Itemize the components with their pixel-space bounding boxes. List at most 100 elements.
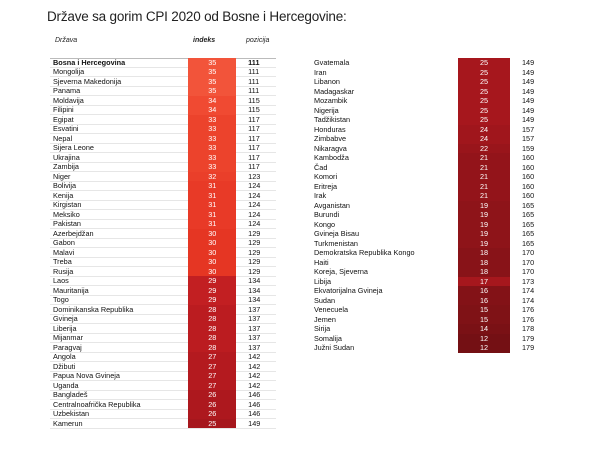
index-value-cell: 31 [188,181,237,191]
country-name: Južni Sudan [314,343,355,352]
rank-value: 160 [522,153,535,162]
country-name: Honduras [314,124,346,134]
country-name: Eritreja [314,181,338,191]
table-row: Paragvaj 28 137 [50,342,276,353]
index-value-cell: 18 [458,257,510,267]
rank-value: 174 [522,295,535,305]
rank-value: 129 [248,228,261,238]
table-row: Mijanmar 28 137 [50,333,276,343]
rank-value: 111 [248,67,260,76]
index-value-cell: 28 [188,304,237,314]
table-row: Jemen 15 176 [311,314,550,324]
table-row: Kenija 31 124 [50,190,276,201]
index-value-cell: 18 [458,248,510,258]
rank-value: 123 [248,171,261,181]
country-name: Malavi [53,247,75,257]
country-name: Demokratska Republika Kongo [314,248,415,257]
table-row: Malavi 30 129 [50,247,276,258]
country-name: Sirija [314,324,331,333]
rank-value: 142 [248,380,261,390]
index-value-cell: 18 [458,267,510,277]
rank-value: 142 [248,371,261,380]
index-value-cell: 27 [188,371,237,381]
index-value-cell: 29 [188,276,237,286]
country-name: Kamerun [53,418,83,428]
country-name: Madagaskar [314,86,355,96]
country-name: Kirgistan [53,200,82,209]
table-row: Haiti 18 170 [311,257,550,267]
country-name: Haiti [314,257,329,267]
table-row: Koreja, Sjeverna 18 170 [311,267,550,277]
table-row: Azerbejdžan 30 129 [50,228,276,239]
page-title: Države sa gorim CPI 2020 od Bosne i Herc… [47,9,347,24]
index-value-cell: 19 [458,229,510,239]
index-value-cell: 25 [458,96,510,106]
index-value-cell: 27 [188,361,237,371]
rank-value: 160 [522,191,535,200]
index-value-cell: 33 [188,152,237,162]
table-row: Laos 29 134 [50,276,276,286]
table-row: Liberija 28 137 [50,323,276,334]
country-name: Liberija [53,323,77,333]
rank-value: 179 [522,343,535,352]
rank-value: 129 [248,238,261,247]
index-value-cell: 35 [188,67,237,77]
country-name: Uzbekistan [53,409,90,418]
rank-value: 117 [248,114,260,124]
rank-value: 117 [248,152,260,162]
country-name: Dominikanska Republika [53,304,134,314]
rank-value: 165 [522,200,535,210]
country-name: Koreja, Sjeverna [314,267,368,276]
rank-value: 117 [248,143,260,152]
rank-value: 142 [248,361,261,371]
index-value-cell: 25 [458,58,510,68]
country-name: Paragvaj [53,342,82,352]
table-row: Somalija 12 179 [311,333,550,343]
table-row: Kirgistan 31 124 [50,200,276,210]
table-row: Angola 27 142 [50,352,276,362]
country-name: Meksiko [53,209,80,219]
table-row: Bolivija 31 124 [50,181,276,191]
table-row: Iran 25 149 [311,67,550,77]
country-name: Azerbejdžan [53,228,94,238]
country-name: Mauritanija [53,285,89,295]
rank-value: 124 [248,209,261,219]
rank-value: 149 [522,67,535,77]
table-row: Zambija 33 117 [50,162,276,172]
rank-value: 159 [522,143,535,153]
country-name: Libanon [314,77,340,86]
country-name: Komori [314,172,338,181]
table-row: Papua Nova Gvineja 27 142 [50,371,276,381]
table-row: Nigerija 25 149 [311,105,550,115]
table-row: Tadžikistan 25 149 [311,115,550,125]
country-name: Ekvatorijalna Gvineja [314,286,383,295]
index-value-cell: 21 [458,153,510,163]
rank-value: 111 [248,76,260,86]
index-value-cell: 22 [458,143,510,153]
table-row: Gvatemala 25 149 [311,58,550,68]
rank-value: 165 [522,210,535,219]
table-row: Madagaskar 25 149 [311,86,550,96]
country-name: Mongolija [53,67,85,76]
table-row: Ukrajina 33 117 [50,152,276,163]
rank-value: 117 [248,133,260,143]
index-value-cell: 33 [188,143,237,153]
rank-value: 146 [248,399,261,409]
rank-value: 137 [248,333,261,342]
index-value-cell: 26 [188,409,237,419]
table-row: Sijera Leone 33 117 [50,143,276,153]
rank-value: 176 [522,305,535,314]
rank-value: 115 [248,105,260,114]
index-value-cell: 28 [188,314,237,324]
rank-value: 146 [248,409,261,418]
index-value-cell: 31 [188,219,237,229]
country-name: Čad [314,162,328,172]
index-value-cell: 33 [188,124,237,134]
table-row: Niger 32 123 [50,171,276,182]
rank-value: 137 [248,342,261,352]
table-row: Čad 21 160 [311,162,550,172]
table-row: Eritreja 21 160 [311,181,550,191]
index-value-cell: 19 [458,238,510,248]
rank-value: 174 [522,286,535,295]
rank-value: 157 [522,134,535,143]
